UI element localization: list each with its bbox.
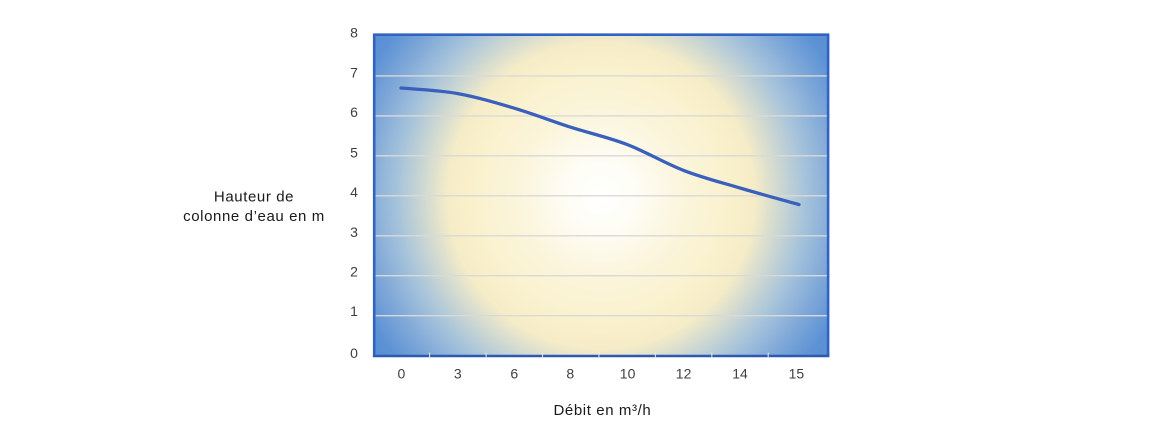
svg-text:12: 12 [676,366,692,382]
svg-text:5: 5 [350,144,358,160]
svg-text:colonne d’eau en m: colonne d’eau en m [183,208,325,225]
svg-text:2: 2 [350,264,358,280]
svg-text:1: 1 [350,303,358,319]
svg-text:10: 10 [620,366,636,382]
svg-text:0: 0 [350,345,358,361]
svg-text:3: 3 [350,224,358,240]
svg-text:8: 8 [566,366,574,382]
svg-text:14: 14 [732,366,748,382]
svg-text:Hauteur de: Hauteur de [214,188,294,205]
svg-text:3: 3 [454,366,462,382]
svg-text:15: 15 [789,366,805,382]
svg-text:8: 8 [350,25,358,41]
svg-text:4: 4 [350,184,358,200]
svg-text:Débit en m³/h: Débit en m³/h [553,402,651,419]
svg-text:0: 0 [398,366,406,382]
svg-text:6: 6 [510,366,518,382]
svg-text:6: 6 [350,104,358,120]
svg-text:7: 7 [350,64,358,80]
